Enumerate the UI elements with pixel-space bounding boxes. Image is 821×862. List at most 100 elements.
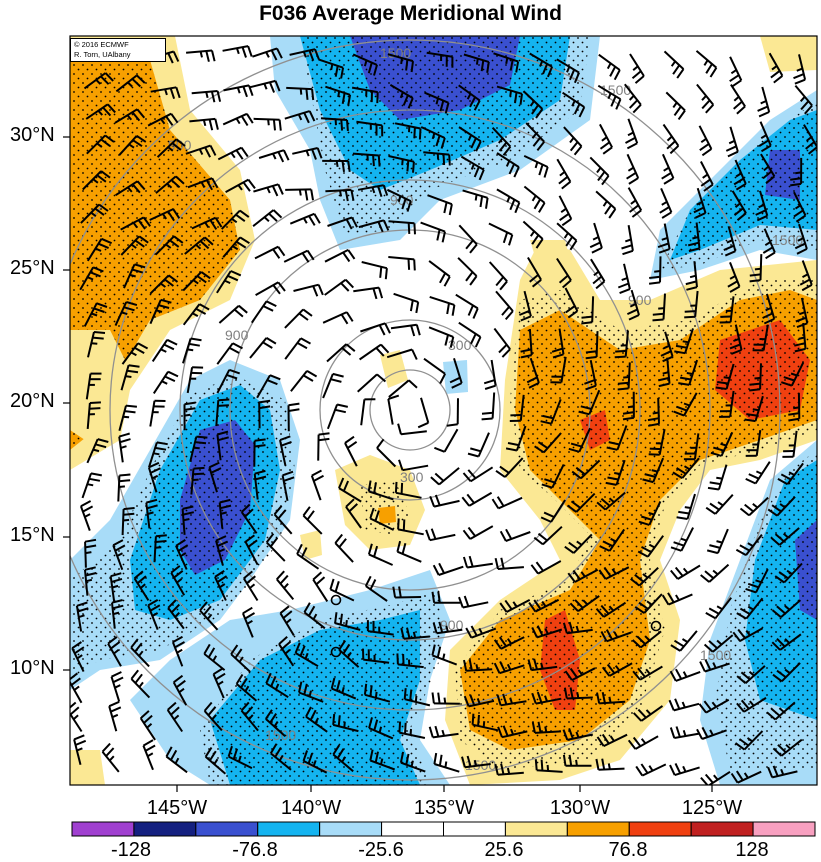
wind-barb-shaft: [523, 185, 546, 204]
wind-barb-flag: [784, 605, 791, 611]
wind-barb-flag: [445, 625, 449, 632]
wind-barb-flag: [482, 721, 486, 728]
wind-barb-flag: [735, 183, 747, 191]
wind-barb-flag: [145, 744, 156, 752]
wind-barb-flag: [467, 526, 476, 537]
wind-barb-flag: [406, 160, 410, 172]
wind-barb-shaft: [566, 696, 593, 700]
wind-barb-flag: [199, 601, 208, 612]
wind-barb-flag: [628, 95, 635, 101]
wind-barb-flag: [793, 73, 805, 80]
wind-barb-shaft: [121, 342, 139, 365]
wind-barb-flag: [629, 303, 637, 308]
wind-barb-flag: [659, 206, 670, 214]
wind-barb-flag: [407, 258, 411, 270]
wind-barb-shaft: [389, 84, 414, 99]
wind-barb-flag: [601, 733, 610, 745]
wind-barb-shaft: [216, 434, 222, 461]
wind-barb-flag: [774, 575, 785, 584]
wind-barb-shaft: [212, 673, 225, 699]
wind-barb-flag: [601, 692, 606, 704]
wind-barb-shaft: [420, 126, 446, 139]
wind-barb-flag: [713, 774, 719, 781]
wind-barb-flag: [799, 96, 806, 102]
wind-barb-flag: [317, 284, 324, 296]
wind-barb-shaft: [186, 367, 194, 394]
wind-barb-shaft: [156, 138, 178, 158]
wind-barb-flag: [560, 207, 567, 214]
wind-barb-flag: [734, 202, 741, 208]
lat-label-20n: 20°N: [10, 390, 55, 412]
wind-barb-flag: [93, 331, 106, 334]
wind-barb-flag: [312, 760, 317, 767]
wind-barb-flag: [717, 381, 729, 385]
wind-barb-shaft: [603, 601, 627, 618]
wind-barb-flag: [652, 312, 664, 316]
wind-barb-flag: [602, 146, 613, 155]
wind-barb-shaft: [108, 705, 118, 732]
wind-barb-flag: [681, 638, 689, 643]
wind-barb-flag: [266, 187, 271, 194]
wind-barb-flag: [498, 636, 507, 647]
wind-barb-shaft: [171, 641, 184, 667]
wind-barb-shaft: [745, 533, 763, 556]
wind-barb-flag: [485, 197, 489, 209]
wind-barb-flag: [72, 714, 79, 721]
wind-barb-flag: [467, 134, 473, 141]
wind-barb-flag: [167, 701, 177, 711]
wind-barb-flag: [84, 513, 91, 518]
wind-barb-shaft: [155, 175, 177, 194]
wind-barb-shaft: [765, 293, 776, 320]
wind-barb-flag: [425, 529, 431, 541]
wind-barb-flag: [570, 442, 582, 448]
wind-barb-flag: [369, 749, 374, 761]
wind-barb-flag: [614, 472, 621, 475]
wind-barb-shaft: [679, 630, 698, 652]
wind-barb-shaft: [358, 219, 385, 229]
wind-barb-flag: [800, 100, 810, 111]
wind-barb-flag: [496, 496, 505, 507]
wind-barb-flag: [95, 247, 102, 252]
wind-barb-flag: [402, 519, 406, 531]
wind-barb-shaft: [120, 364, 130, 391]
wind-barb-shaft: [190, 468, 195, 495]
wind-barb-flag: [406, 627, 411, 639]
wind-barb-flag: [478, 627, 483, 635]
wind-barb-shaft: [120, 235, 141, 256]
colorbar: [71, 821, 816, 837]
wind-barb-flag: [772, 673, 783, 683]
wind-barb-flag: [89, 407, 101, 410]
wind-barb-flag: [529, 230, 536, 237]
wind-barb-flag: [363, 60, 368, 67]
wind-barb-flag: [501, 348, 511, 358]
wind-barb-flag: [509, 697, 513, 704]
wind-barb-flag: [133, 570, 144, 580]
wind-barb-flag: [498, 141, 508, 152]
wind-barb-flag: [138, 681, 144, 688]
wind-barb-flag: [184, 401, 196, 406]
wind-barb-flag: [242, 606, 253, 615]
lon-label-130w: 130°W: [549, 797, 611, 819]
wind-barb-shaft: [289, 48, 316, 56]
wind-barb-flag: [430, 476, 440, 486]
wind-barb-flag: [230, 644, 239, 655]
wind-barb-shaft: [638, 566, 659, 587]
wind-barb-flag: [305, 150, 310, 157]
wind-barb-flag: [573, 72, 581, 84]
wind-barb-flag: [382, 219, 390, 231]
wind-barb-flag: [226, 373, 238, 380]
wind-barb-flag: [723, 244, 735, 252]
wind-barb-shaft: [641, 763, 667, 777]
wind-barb-flag: [607, 476, 619, 481]
wind-barb-flag: [150, 467, 161, 474]
wind-barb-shaft: [802, 322, 807, 349]
wind-barb-shaft: [399, 731, 426, 739]
wind-barb-flag: [431, 132, 436, 140]
wind-barb-flag: [399, 751, 405, 763]
wind-barb-flag: [237, 184, 243, 191]
wind-barb-flag: [269, 713, 278, 724]
wind-barb-flag: [215, 535, 227, 542]
wind-barb-flag: [743, 772, 749, 779]
wind-barb-shaft: [284, 110, 310, 120]
wind-barb-flag: [435, 98, 439, 105]
